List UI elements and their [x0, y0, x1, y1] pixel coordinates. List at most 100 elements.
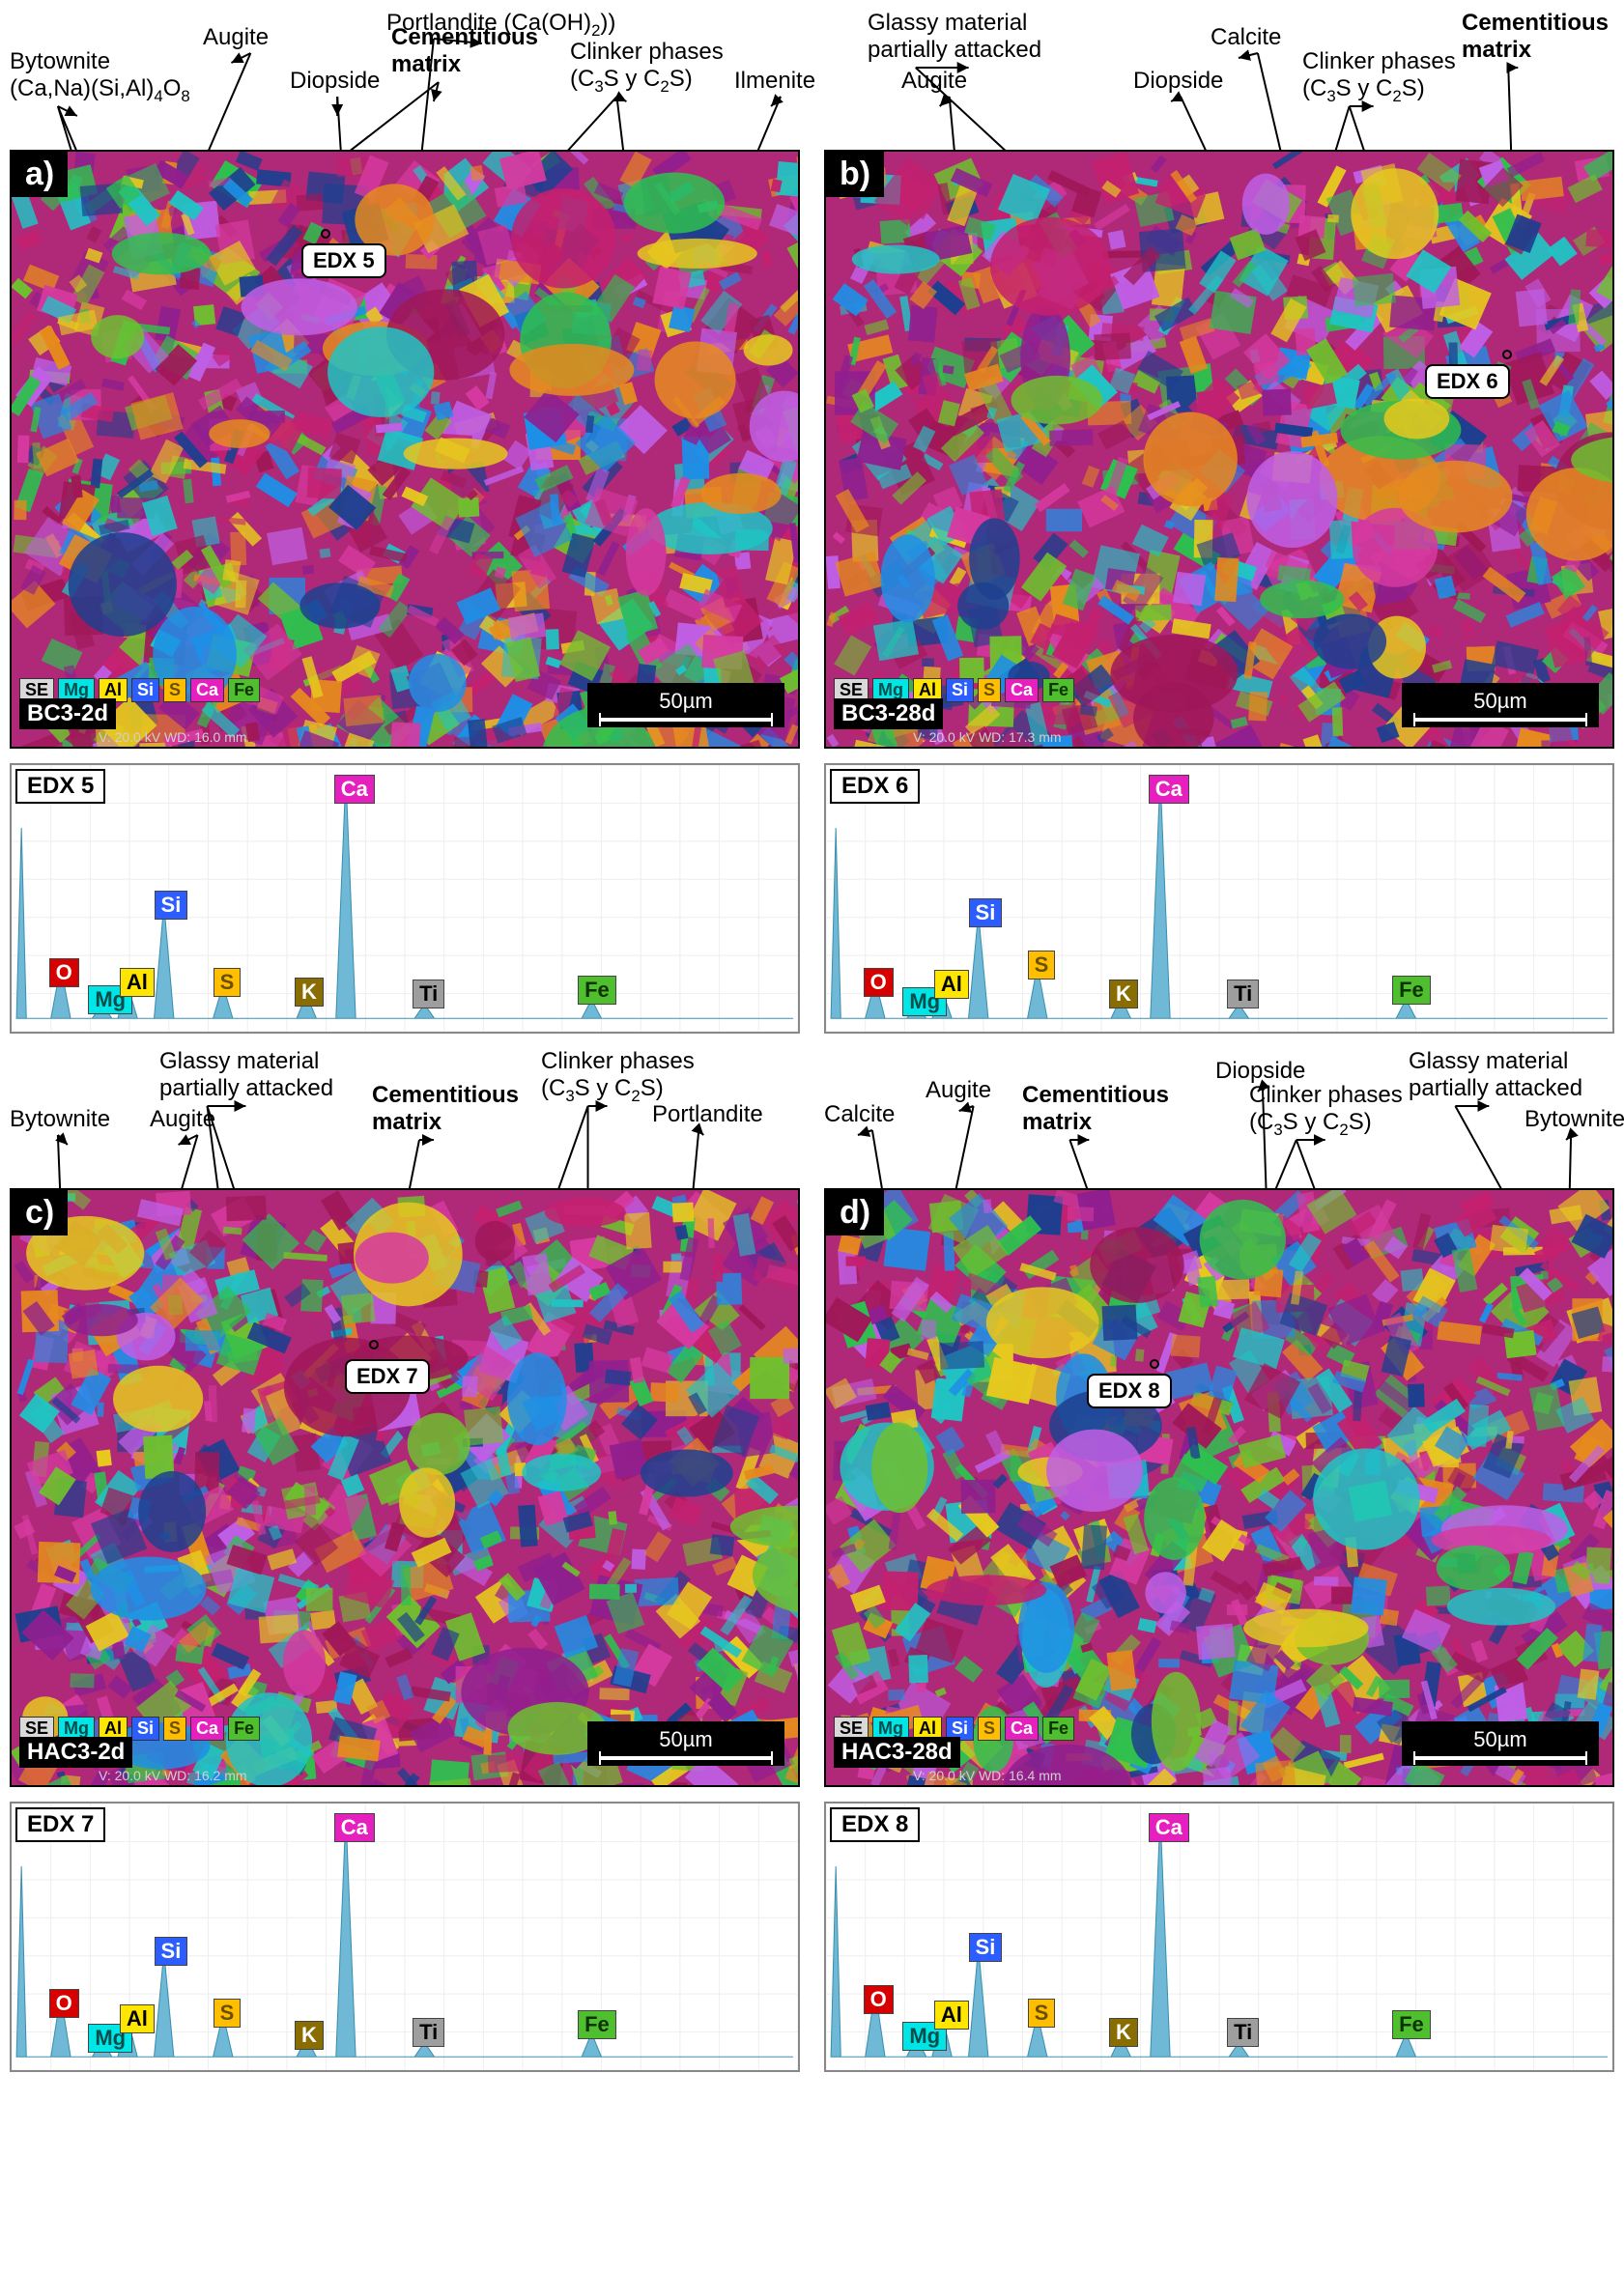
annotation-label: Augite	[150, 1106, 215, 1133]
peak-label-O: O	[49, 1989, 79, 2018]
legend-S: S	[163, 1717, 186, 1741]
peak-label-Al: Al	[120, 2004, 155, 2033]
edx-pointer	[1502, 350, 1512, 359]
annotation-label: Bytownite(Ca,Na)(Si,Al)4O8	[10, 48, 190, 106]
edx-chart: EDX 7OMgAlSiSKCaTiFe	[10, 1802, 800, 2072]
panel-letter: a)	[12, 152, 68, 197]
edx-marker: EDX 7	[345, 1359, 430, 1394]
edx-marker: EDX 6	[1425, 364, 1510, 399]
peak-label-Ca: Ca	[334, 1813, 375, 1842]
peak-label-O: O	[864, 1985, 894, 2014]
panel-letter: c)	[12, 1190, 68, 1235]
annotation-label: Clinker phases(C3S y C2S)	[541, 1048, 695, 1106]
edx-pointer	[321, 229, 330, 239]
panel-c: Bytownite Augite Glassy materialpartially …	[10, 1048, 800, 1787]
label-zone: Calcite Augite Cementitiousmatrix DiopsideC…	[824, 1048, 1614, 1188]
edx-title: EDX 8	[830, 1807, 920, 1842]
panel-letter: b)	[826, 152, 884, 197]
legend-S: S	[978, 678, 1001, 702]
annotation-label: Portlandite	[652, 1101, 763, 1128]
annotation-label: Calcite	[1211, 24, 1281, 51]
legend-Fe: Fe	[228, 1717, 260, 1741]
peak-label-O: O	[49, 958, 79, 987]
peak-label-O: O	[864, 968, 894, 997]
peak-label-Ca: Ca	[334, 775, 375, 804]
scalebar: 50µm	[1402, 1721, 1599, 1766]
annotation-label: Clinker phases(C3S y C2S)	[1249, 1082, 1403, 1140]
peak-label-Si: Si	[155, 1937, 188, 1966]
annotation-label: Glassy materialpartially attacked	[1409, 1048, 1582, 1102]
annotation-label: Augite	[203, 24, 269, 51]
edx-title: EDX 6	[830, 769, 920, 804]
annotation-label: Glassy materialpartially attacked	[159, 1048, 333, 1102]
peak-label-Ti: Ti	[1227, 980, 1259, 1008]
annotation-label: Clinker phases(C3S y C2S)	[570, 39, 724, 97]
panel-letter: d)	[826, 1190, 884, 1235]
annotation-label: Cementitiousmatrix	[1462, 10, 1609, 64]
instrument-params: V: 20.0 kV WD: 16.2 mm	[99, 1768, 247, 1783]
legend-Ca: Ca	[1005, 1717, 1039, 1741]
instrument-params: V: 20.0 kV WD: 16.0 mm	[99, 729, 247, 745]
sample-name: HAC3-2d	[19, 1737, 132, 1768]
peak-label-S: S	[1028, 951, 1056, 980]
edx-title: EDX 5	[15, 769, 105, 804]
label-zone: Glassy materialpartially attackedAugiteD…	[824, 10, 1614, 150]
legend-Si: Si	[131, 678, 159, 702]
legend-Si: Si	[131, 1717, 159, 1741]
sem-image: c) SEMgAlSiSCaFe HAC3-2d V: 20.0 kV WD: …	[10, 1188, 800, 1787]
annotation-label: Portlandite (Ca(OH)2))	[386, 10, 615, 41]
legend-S: S	[163, 678, 186, 702]
peak-label-Ca: Ca	[1149, 1813, 1189, 1842]
peak-label-K: K	[295, 978, 324, 1007]
annotation-label: Diopside	[290, 68, 380, 95]
annotation-label: Clinker phases(C3S y C2S)	[1302, 48, 1456, 106]
peak-label-Fe: Fe	[1392, 976, 1431, 1005]
peak-label-K: K	[1109, 980, 1138, 1008]
annotation-label: Cementitiousmatrix	[1022, 1082, 1169, 1136]
edx-marker: EDX 5	[301, 243, 386, 278]
sample-name: BC3-28d	[834, 698, 943, 729]
panel-a: Bytownite(Ca,Na)(Si,Al)4O8 Augite Diopside…	[10, 10, 800, 749]
annotation-label: Ilmenite	[734, 68, 815, 95]
peak-label-S: S	[214, 1999, 242, 2028]
instrument-params: V: 20.0 kV WD: 17.3 mm	[913, 729, 1062, 745]
legend-Ca: Ca	[1005, 678, 1039, 702]
peak-label-Al: Al	[934, 2001, 969, 2030]
peak-label-Al: Al	[120, 968, 155, 997]
legend-Si: Si	[946, 678, 974, 702]
peak-label-Ti: Ti	[413, 980, 444, 1008]
scalebar: 50µm	[587, 1721, 784, 1766]
legend-Ca: Ca	[190, 678, 224, 702]
label-zone: Bytownite(Ca,Na)(Si,Al)4O8 Augite Diopside…	[10, 10, 800, 150]
peak-label-S: S	[214, 968, 242, 997]
instrument-params: V: 20.0 kV WD: 16.4 mm	[913, 1768, 1062, 1783]
panel-b: Glassy materialpartially attackedAugiteD…	[824, 10, 1614, 749]
edx-chart: EDX 8OMgAlSiSKCaTiFe	[824, 1802, 1614, 2072]
annotation-label: Glassy materialpartially attacked	[868, 10, 1041, 64]
annotation-label: Calcite	[824, 1101, 895, 1128]
peak-label-Fe: Fe	[578, 976, 616, 1005]
peak-label-Ca: Ca	[1149, 775, 1189, 804]
annotation-label: Augite	[926, 1077, 991, 1104]
peak-label-K: K	[1109, 2018, 1138, 2047]
peak-label-Fe: Fe	[578, 2010, 616, 2039]
annotation-label: Bytownite	[10, 1106, 110, 1133]
sample-name: BC3-2d	[19, 698, 116, 729]
peak-label-Al: Al	[934, 970, 969, 999]
annotation-label: Bytownite	[1524, 1106, 1624, 1133]
edx-chart: EDX 6OMgAlSiSKCaTiFe	[824, 763, 1614, 1034]
peak-label-K: K	[295, 2021, 324, 2050]
legend-S: S	[978, 1717, 1001, 1741]
peak-label-Si: Si	[969, 1933, 1003, 1962]
sample-name: HAC3-28d	[834, 1737, 960, 1768]
annotation-label: Diopside	[1215, 1058, 1305, 1085]
peak-label-S: S	[1028, 1999, 1056, 2028]
legend-Ca: Ca	[190, 1717, 224, 1741]
legend-Fe: Fe	[228, 678, 260, 702]
edx-chart: EDX 5OMgAlSiSKCaTiFe	[10, 763, 800, 1034]
label-zone: Bytownite Augite Glassy materialpartially …	[10, 1048, 800, 1188]
scalebar: 50µm	[587, 683, 784, 727]
peak-label-Si: Si	[969, 898, 1003, 927]
annotation-label: Augite	[901, 68, 967, 95]
panel-d: CalciteAugiteCementitiousmatrixDiopsideC…	[824, 1048, 1614, 1787]
